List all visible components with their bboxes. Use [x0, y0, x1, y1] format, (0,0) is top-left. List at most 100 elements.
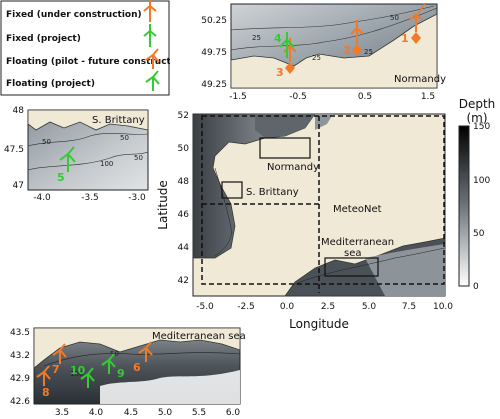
brittany-inset-label: S. Brittany — [92, 115, 145, 126]
main-mediterranean-label: Mediterranean — [321, 237, 394, 248]
colorbar-tick: 0 — [473, 282, 479, 292]
med-x-tick: 5.5 — [192, 408, 206, 418]
med-y-tick: 42.9 — [10, 374, 30, 384]
colorbar-title: Depth — [459, 97, 496, 111]
normandy-land — [230, 13, 438, 89]
site-10-floating-project-icon — [80, 367, 95, 388]
site-label: 9 — [117, 367, 125, 380]
site-label: 8 — [42, 386, 50, 399]
main-x-tick: -5.0 — [196, 302, 214, 312]
legend-label-fixed-project: Fixed (project) — [6, 34, 81, 44]
mediterranean-box — [324, 257, 379, 277]
main-sea-label: sea — [344, 248, 362, 259]
floating-turbine-orange-icon — [145, 48, 160, 69]
med-contour-label: 50 — [110, 350, 119, 358]
brittany-y-tick: 48 — [13, 106, 25, 116]
main-x-tick: 10.0 — [433, 302, 453, 312]
site-label: 4 — [274, 32, 282, 45]
site-2-fixed-construction-icon — [350, 20, 364, 56]
normandy-y-tick: 49.25 — [201, 80, 227, 90]
floating-turbine-green-icon — [145, 70, 160, 91]
site-label: 10 — [70, 364, 86, 377]
site-1-fixed-construction-icon — [409, 2, 426, 44]
legend-label-floating-project: Floating (project) — [6, 79, 95, 89]
normandy-contour-label: 50 — [390, 14, 399, 22]
colorbar-tick: 150 — [473, 122, 490, 132]
normandy-inset: 25 25 25 50 1 2 3 4 Normandy 50.25 49.75… — [201, 2, 446, 102]
main-x-tick: 2.5 — [321, 302, 335, 312]
colorbar-unit: (m) — [466, 111, 487, 125]
normandy-contour-label: 25 — [252, 34, 261, 42]
med-land — [33, 327, 241, 369]
fixed-turbine-orange-icon — [143, 0, 157, 22]
site-label: 5 — [57, 171, 65, 184]
brittany-box — [221, 181, 243, 199]
brittany-contour-label: 100 — [100, 160, 113, 168]
site-9-floating-project-icon — [101, 353, 116, 374]
brittany-y-tick: 47.5 — [4, 145, 24, 155]
depth-colorbar: Depth (m) 150 100 50 0 — [458, 97, 496, 292]
site-8-floating-pilot-icon — [36, 365, 51, 386]
meteonet-label: MeteoNet — [333, 204, 382, 215]
normandy-y-tick: 50.25 — [201, 16, 227, 26]
main-brittany-label: S. Brittany — [246, 187, 299, 198]
normandy-contour-label: 25 — [364, 48, 373, 56]
site-5-floating-project-icon — [59, 146, 76, 172]
mediterranean-inset: 50 100 Mediterranean sea 6 7 8 9 10 — [10, 327, 246, 418]
main-x-tick: 5.0 — [362, 302, 377, 312]
site-7-floating-pilot-icon — [52, 343, 67, 364]
main-map: Normandy S. Brittany MeteoNet Mediterran… — [156, 111, 453, 331]
main-y-tick: 44 — [178, 243, 190, 253]
brittany-inset: 50 50 100 50 5 S. Brittany 48 47.5 47 -4… — [4, 106, 149, 203]
main-y-tick: 52 — [178, 111, 189, 121]
colorbar-tick: 50 — [473, 229, 485, 239]
med-x-tick: 5.0 — [158, 408, 173, 418]
med-contour-label: 100 — [70, 370, 83, 378]
colorbar-tick: 100 — [473, 176, 490, 186]
fixed-turbine-green-icon — [143, 24, 157, 47]
med-y-tick: 43.2 — [10, 351, 30, 361]
brittany-x-tick: -4.0 — [33, 193, 51, 203]
main-x-tick: 0.0 — [280, 302, 295, 312]
y-axis-title: Latitude — [156, 180, 170, 229]
site-label: 3 — [276, 66, 284, 79]
normandy-x-tick: -0.5 — [289, 92, 307, 102]
normandy-y-tick: 49.75 — [201, 48, 227, 58]
site-label: 7 — [52, 363, 60, 376]
channel — [255, 114, 315, 138]
med-x-tick: 3.5 — [55, 408, 69, 418]
main-y-tick: 42 — [178, 276, 189, 286]
main-y-tick: 46 — [178, 210, 190, 220]
med-x-tick: 6.0 — [226, 408, 241, 418]
normandy-x-tick: 0.5 — [358, 92, 372, 102]
brittany-y-tick: 47 — [13, 181, 24, 191]
med-y-tick: 43.5 — [10, 328, 30, 338]
main-y-tick: 48 — [178, 177, 190, 187]
brittany-x-tick: -3.0 — [128, 193, 146, 203]
main-y-tick: 50 — [178, 144, 190, 154]
main-normandy-label: Normandy — [267, 162, 319, 173]
colorbar-gradient — [458, 125, 470, 287]
med-inset-label: Mediterranean sea — [152, 331, 246, 342]
med-x-tick: 4.0 — [89, 408, 104, 418]
normandy-box — [259, 137, 311, 159]
site-label: 1 — [401, 32, 409, 45]
brittany-x-tick: -3.5 — [81, 193, 99, 203]
med-x-tick: 4.5 — [124, 408, 138, 418]
med-y-tick: 42.6 — [10, 397, 30, 407]
legend-label-fixed-construction: Fixed (under construction) — [6, 10, 142, 20]
main-x-tick: 7.5 — [402, 302, 416, 312]
brittany-land — [27, 109, 149, 131]
site-label: 2 — [343, 44, 351, 57]
brittany-contour-label: 50 — [42, 138, 51, 146]
normandy-inset-label: Normandy — [394, 74, 446, 85]
normandy-x-tick: -1.5 — [229, 92, 247, 102]
main-x-tick: -2.5 — [237, 302, 255, 312]
brittany-contour-label: 50 — [120, 134, 129, 142]
site-label: 6 — [133, 361, 141, 374]
site-6-floating-pilot-icon — [138, 341, 153, 362]
brittany-contour-label: 50 — [134, 154, 143, 162]
normandy-contour-label: 25 — [312, 54, 321, 62]
x-axis-title: Longitude — [289, 317, 349, 331]
site-4-fixed-project-icon — [279, 32, 295, 58]
